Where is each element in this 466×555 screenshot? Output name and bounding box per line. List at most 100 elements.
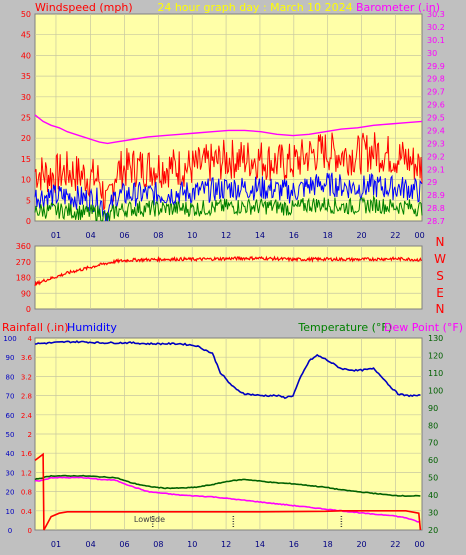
- humidity-tick-label: 20: [6, 489, 15, 497]
- time-tick-label: 16: [289, 231, 299, 240]
- wind-series-windspeed-lull: [34, 194, 423, 222]
- wind-left-label: Windspeed (mph): [35, 1, 133, 14]
- wind-right-label: Barometer (.in): [356, 1, 440, 14]
- temperature-tick-label: 30: [428, 509, 438, 518]
- series-humidity: [34, 340, 421, 400]
- rain-tick-label: 4: [28, 335, 33, 343]
- time-tick-label: 14: [255, 540, 265, 549]
- rain-tick-label: 2.4: [21, 412, 33, 420]
- compass-label: E: [436, 286, 444, 300]
- barometer-tick-label: 29.4: [427, 126, 445, 135]
- humidity-tick-label: 40: [6, 450, 15, 458]
- humidity-tick-label: 70: [6, 393, 15, 401]
- humidity-tick-label: 10: [6, 508, 15, 516]
- barometer-tick-label: 28.7: [427, 217, 445, 226]
- rain-tick-label: 0.4: [21, 508, 33, 516]
- temperature-tick-label: 70: [428, 439, 438, 448]
- barometer-line: [34, 114, 423, 145]
- barometer-tick-label: 28.9: [427, 191, 445, 200]
- time-tick-label: 08: [153, 540, 163, 549]
- time-tick-label: 22: [390, 540, 400, 549]
- wind-tick-label: 35: [21, 72, 31, 81]
- barometer-tick-label: 29.8: [427, 75, 445, 84]
- barometer-tick-label: 29.2: [427, 152, 445, 161]
- compass-label: W: [434, 252, 446, 266]
- humidity-tick-label: 30: [6, 469, 15, 477]
- direction-tick-label: 270: [16, 258, 31, 267]
- barometer-tick-label: 28.8: [427, 204, 445, 213]
- rain-tick-label: 1.2: [21, 469, 32, 477]
- barometer-tick-label: 29.6: [427, 101, 445, 110]
- temperature-tick-label: 130: [428, 334, 443, 343]
- humidity-label: Humidity: [67, 321, 117, 334]
- temperature-tick-label: 110: [428, 369, 443, 378]
- wind-tick-label: 10: [21, 176, 31, 185]
- time-tick-label: 18: [323, 540, 333, 549]
- time-tick-label: 01: [51, 231, 61, 240]
- humidity-tick-label: 80: [6, 373, 15, 381]
- series-rainfall-in-: [34, 452, 422, 531]
- graph-title: 24 hour graph day : March 10 2024: [157, 1, 352, 14]
- humidity-tick-label: 100: [3, 335, 16, 343]
- wind-tick-label: 5: [26, 196, 31, 205]
- barometer-tick-label: 29.3: [427, 139, 445, 148]
- time-tick-label: 04: [86, 231, 96, 240]
- dewpoint-label: Dew Point (°F): [384, 321, 463, 334]
- rain-label: Rainfall (.in): [2, 321, 69, 334]
- temperature-label: Temperature (°F): [297, 321, 392, 334]
- barometer-tick-label: 29.1: [427, 165, 445, 174]
- wind-tick-label: 0: [26, 217, 31, 226]
- barometer-tick-label: 30.2: [427, 23, 445, 32]
- barometer-tick-label: 29.7: [427, 88, 445, 97]
- humidity-tick-label: 60: [6, 412, 15, 420]
- compass-label: N: [436, 302, 445, 316]
- wind-tick-label: 25: [21, 114, 31, 123]
- temperature-tick-label: 100: [428, 386, 443, 395]
- temperature-tick-label: 50: [428, 474, 438, 483]
- time-tick-label: 04: [86, 540, 96, 549]
- wind-panel: 0 5 10 15 20 25 30 35 40 45 50 28.7 28.8 28.9 29 29.1 29…: [21, 10, 445, 240]
- barometer-tick-label: 30: [427, 49, 437, 58]
- direction-tick-label: 0: [26, 305, 31, 314]
- wind-direction-line: [34, 255, 422, 287]
- time-tick-label: 22: [390, 231, 400, 240]
- lowtide-label: Lowtide: [134, 515, 165, 524]
- time-tick-label: 00: [414, 231, 424, 240]
- barometer-tick-label: 29.5: [427, 114, 445, 123]
- rain-tick-label: 0: [28, 527, 32, 535]
- time-tick-label: 14: [255, 231, 265, 240]
- humidity-tick-label: 0: [8, 527, 12, 535]
- temperature-tick-label: 20: [428, 526, 438, 535]
- wind-tick-label: 40: [21, 51, 31, 60]
- time-tick-label: 12: [221, 540, 231, 549]
- direction-tick-label: 360: [16, 242, 31, 251]
- time-tick-label: 20: [356, 231, 366, 240]
- wind-series-windspeed-gust: [34, 132, 423, 211]
- wind-tick-label: 45: [21, 31, 31, 40]
- time-tick-label: 12: [221, 231, 231, 240]
- time-tick-label: 10: [187, 231, 197, 240]
- barometer-tick-label: 30.1: [427, 36, 445, 45]
- series-temperature-f-: [34, 474, 421, 498]
- time-tick-label: 01: [51, 540, 61, 549]
- wind-tick-label: 30: [21, 93, 31, 102]
- wind-tick-label: 50: [21, 10, 31, 19]
- time-tick-label: 06: [119, 231, 129, 240]
- humidity-tick-label: 90: [6, 354, 15, 362]
- temperature-tick-label: 60: [428, 456, 438, 465]
- time-tick-label: 18: [323, 231, 333, 240]
- bottom-panel: 010203040506070809010000.40.81.21.622.42…: [3, 334, 443, 549]
- temperature-tick-label: 90: [428, 404, 438, 413]
- time-tick-label: 08: [153, 231, 163, 240]
- time-tick-label: 20: [356, 540, 366, 549]
- rain-tick-label: 2.8: [21, 393, 32, 401]
- temperature-tick-label: 80: [428, 421, 438, 430]
- series-dew-point-f-: [34, 476, 421, 524]
- time-tick-label: 16: [289, 540, 299, 549]
- wind-tick-label: 15: [21, 155, 31, 164]
- rain-tick-label: 1.6: [21, 450, 33, 458]
- humidity-tick-label: 50: [6, 431, 15, 439]
